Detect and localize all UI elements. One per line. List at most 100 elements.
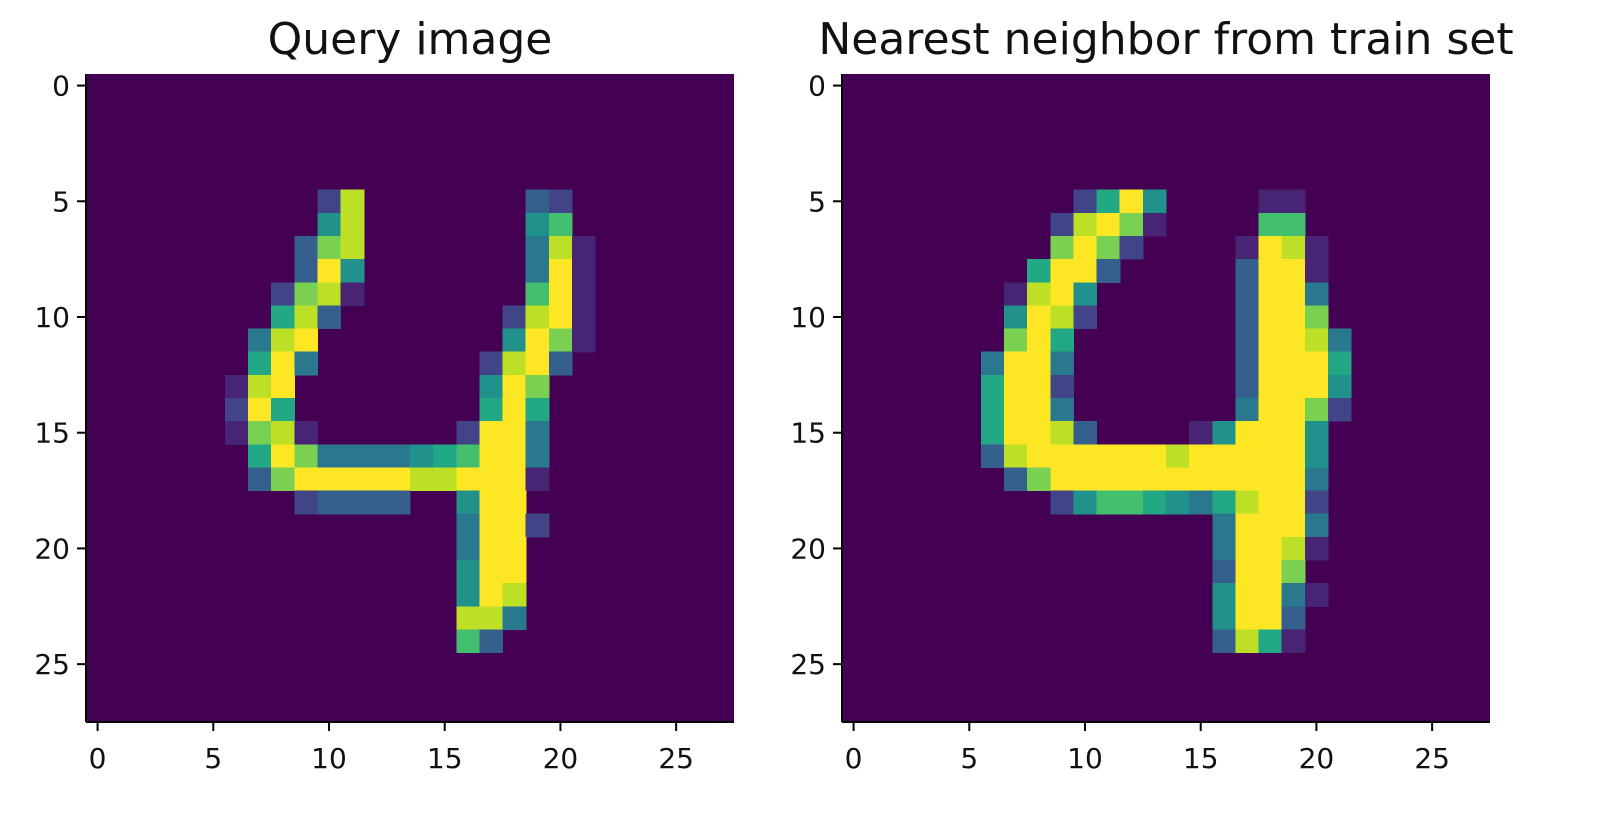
y-tick-label: 15	[790, 417, 826, 450]
heatmap-cell	[1258, 444, 1283, 469]
heatmap-cell	[980, 351, 1005, 376]
heatmap-cell	[1027, 282, 1051, 307]
heatmap-cell	[1258, 629, 1283, 654]
heatmap-cell	[980, 374, 1005, 399]
heatmap-cell	[479, 513, 504, 538]
heatmap-cell	[1004, 444, 1028, 469]
heatmap-cell	[479, 351, 504, 376]
heatmap-cell	[456, 421, 481, 445]
heatmap-cell	[1258, 305, 1283, 330]
heatmap-cell	[1027, 259, 1051, 283]
heatmap-cell	[1304, 282, 1329, 307]
heatmap-cell	[271, 351, 295, 376]
heatmap-cell	[1281, 212, 1306, 237]
heatmap-cell	[1050, 282, 1075, 307]
heatmap-cell	[980, 398, 1005, 422]
heatmap-cell	[1304, 444, 1329, 469]
heatmap-cell	[410, 444, 434, 469]
heatmap-cell	[1212, 421, 1237, 445]
heatmap-cell	[1027, 374, 1051, 399]
heatmap-cell	[502, 536, 527, 561]
x-tick-label: 20	[1299, 742, 1335, 775]
x-tick-label: 0	[845, 742, 863, 775]
heatmap-cell	[1235, 328, 1260, 353]
y-tick-label: 25	[34, 648, 70, 681]
heatmap-cell	[1027, 328, 1051, 353]
heatmap-cell	[1304, 513, 1329, 538]
heatmap-cell	[456, 490, 481, 515]
heatmap-cell	[1050, 490, 1075, 515]
heatmap-cell	[386, 444, 411, 469]
heatmap-cell	[525, 467, 550, 492]
heatmap-cell	[1096, 467, 1121, 492]
heatmap-cell	[294, 328, 319, 353]
heatmap-cell	[1119, 467, 1144, 492]
heatmap-cell	[525, 351, 550, 376]
heatmap-cell	[1189, 421, 1213, 445]
heatmap-cell	[1281, 536, 1306, 561]
x-tick-label: 5	[204, 742, 222, 775]
heatmap-cell	[340, 467, 365, 492]
heatmap-cell	[1212, 560, 1237, 584]
heatmap-cell	[294, 351, 319, 376]
heatmap-cell	[317, 212, 342, 237]
heatmap-cell	[479, 560, 504, 584]
heatmap-cell	[980, 421, 1005, 445]
heatmap-cell	[1281, 282, 1306, 307]
heatmap-cell	[1027, 444, 1051, 469]
heatmap-cell	[248, 351, 272, 376]
heatmap-cell	[1119, 236, 1144, 260]
heatmap-cell	[456, 583, 481, 607]
heatmap-cell	[525, 259, 550, 283]
heatmap-cell	[340, 444, 365, 469]
heatmap-cell	[1050, 328, 1075, 353]
heatmap-cell	[1281, 351, 1306, 376]
heatmap-cell	[1235, 629, 1260, 654]
heatmap-cell	[340, 212, 365, 237]
x-tick-label: 0	[89, 742, 107, 775]
heatmap-cell	[1235, 560, 1260, 584]
heatmap-cell	[572, 328, 596, 353]
heatmap-cell	[1166, 467, 1190, 492]
heatmap-cell	[1142, 212, 1167, 237]
heatmap-cell	[1119, 490, 1144, 515]
heatmap-cell	[1328, 351, 1352, 376]
heatmap-cell	[1119, 212, 1144, 237]
heatmap-cell	[1142, 490, 1167, 515]
heatmap-cell	[1304, 305, 1329, 330]
heatmap-cell	[317, 467, 342, 492]
heatmap-cell	[572, 305, 596, 330]
heatmap-cell	[1235, 282, 1260, 307]
heatmap-cell	[1212, 490, 1237, 515]
heatmap-cell	[1119, 444, 1144, 469]
heatmap-cell	[1258, 282, 1283, 307]
heatmap-cell	[1050, 444, 1075, 469]
heatmap-cell	[1304, 467, 1329, 492]
x-tick-label: 10	[1067, 742, 1103, 775]
heatmap-cell	[1096, 236, 1121, 260]
heatmap-cell	[294, 490, 319, 515]
y-tick-label: 25	[790, 648, 826, 681]
heatmap-cell	[1212, 513, 1237, 538]
heatmap-cell	[363, 444, 388, 469]
heatmap-cell	[1027, 467, 1051, 492]
heatmap-cell	[1073, 282, 1098, 307]
heatmap-cell	[271, 305, 295, 330]
heatmap-cell	[502, 444, 527, 469]
heatmap-cell	[1258, 374, 1283, 399]
heatmap-cell	[1004, 351, 1028, 376]
heatmap-cell	[271, 467, 295, 492]
heatmap-cell	[317, 236, 342, 260]
heatmap-cell	[1281, 236, 1306, 260]
heatmap-cell	[525, 212, 550, 237]
heatmap-cell	[433, 444, 457, 469]
heatmap-cell	[1235, 444, 1260, 469]
heatmap-cell	[572, 236, 596, 260]
heatmap-cell	[502, 606, 527, 631]
heatmap-cell	[572, 282, 596, 307]
heatmap-cell	[1096, 212, 1121, 237]
heatmap-cell	[248, 421, 272, 445]
heatmap-cell	[317, 490, 342, 515]
heatmap-cell	[1258, 212, 1283, 237]
heatmap-cell	[1258, 328, 1283, 353]
